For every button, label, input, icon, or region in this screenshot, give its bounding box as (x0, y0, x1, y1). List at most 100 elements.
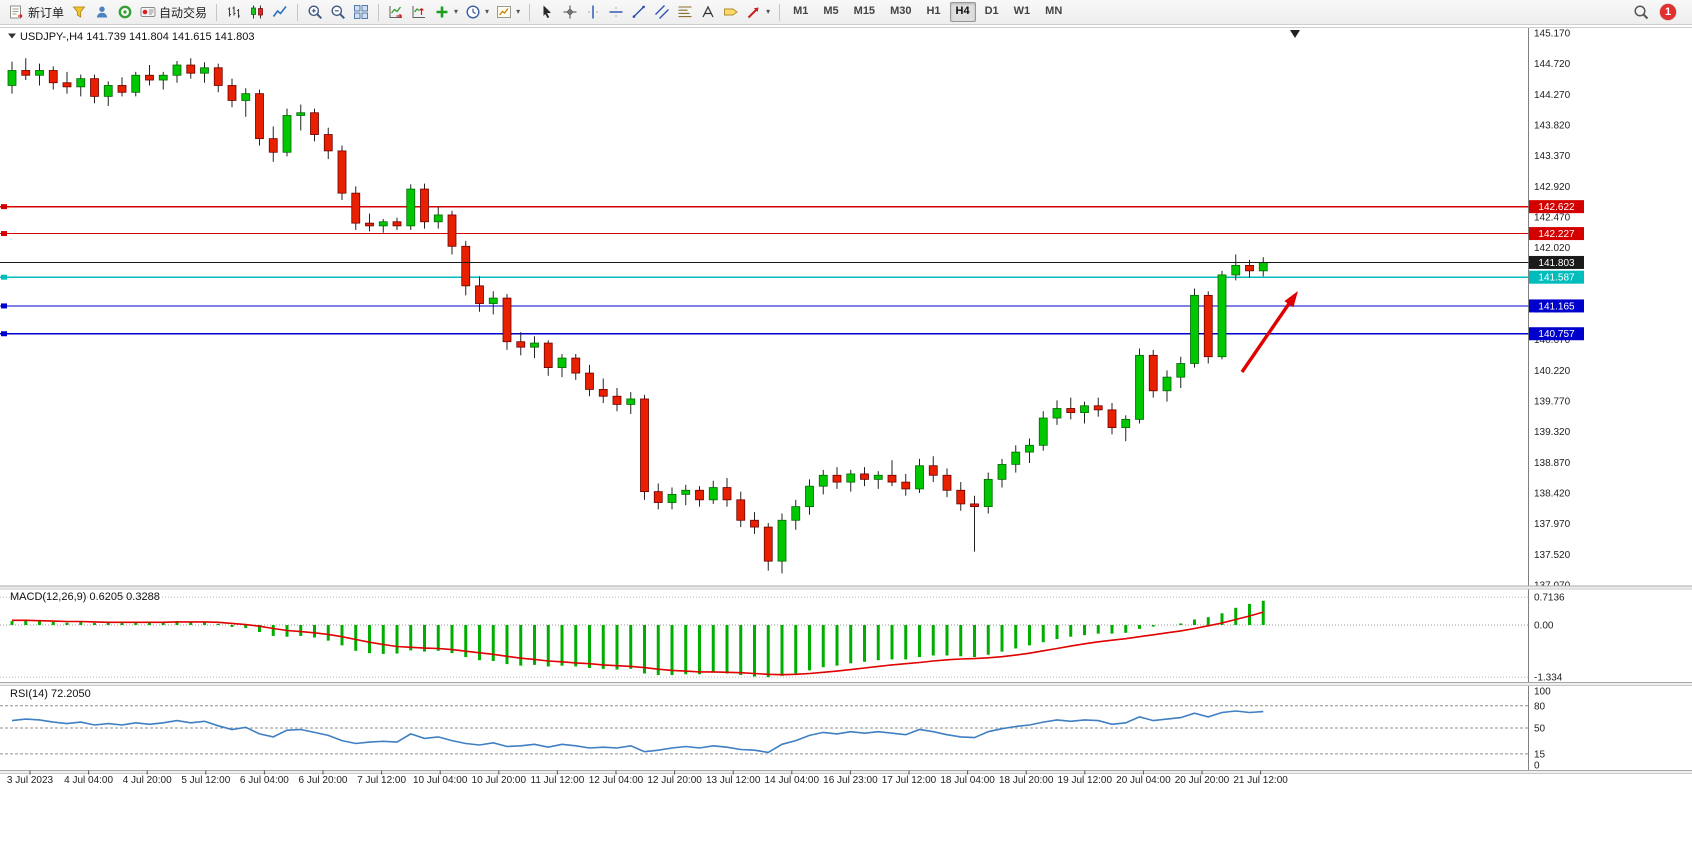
community-button[interactable] (114, 1, 136, 23)
periods-button[interactable]: ▾ (462, 1, 492, 23)
bull-candle (172, 64, 182, 76)
chart-shift-button[interactable] (408, 1, 430, 23)
current-price-tag (1529, 255, 1584, 269)
bull-candle (1080, 405, 1089, 413)
timeframe-h1-button[interactable]: H1 (926, 5, 941, 18)
vertical-line-button[interactable] (582, 1, 604, 23)
timeframe-mn-button[interactable]: MN (1045, 5, 1063, 18)
timeframe-h4-button[interactable]: H4 (949, 2, 976, 22)
horizontal-line-icon (608, 4, 624, 20)
line-chart-button[interactable] (269, 1, 291, 23)
new-order-icon (9, 4, 25, 20)
macd-scale-label: 0.00 (1534, 621, 1554, 632)
bull-candle (708, 487, 718, 501)
bear-candle (365, 222, 374, 227)
cursor-button[interactable] (536, 1, 558, 23)
bear-candle (447, 214, 457, 247)
new-order-button[interactable]: 新订单 (6, 1, 67, 23)
support-price-tag-text: 140.757 (1538, 329, 1575, 340)
label-button[interactable] (720, 1, 742, 23)
macd-scale-label: -1.334 (1534, 673, 1563, 684)
fibonacci-button[interactable] (674, 1, 696, 23)
zoom-out-button[interactable] (327, 1, 349, 23)
bear-candle (186, 64, 196, 74)
timeframe-m30-button[interactable]: M30 (890, 5, 912, 18)
bull-candle (1011, 451, 1021, 465)
timeframe-w1-button[interactable]: W1 (1013, 5, 1031, 18)
chart-shift-marker[interactable] (1290, 30, 1300, 38)
search-button[interactable] (1630, 1, 1652, 23)
level-handle[interactable] (1, 204, 7, 210)
autotrading-button[interactable]: 自动交易 (137, 1, 210, 23)
level-handle[interactable] (1, 331, 7, 337)
indicators-button[interactable]: ▾ (431, 1, 461, 23)
trendline-button[interactable] (628, 1, 650, 23)
rsi-panel-splitter[interactable] (0, 682, 1692, 686)
price-axis-label: 143.370 (1534, 151, 1571, 162)
bear-candle (516, 341, 526, 348)
tile-windows-button[interactable] (350, 1, 372, 23)
toolbar-separator (779, 3, 781, 21)
price-axis-label: 144.270 (1534, 90, 1571, 101)
bear-candle (48, 70, 58, 84)
bull-candle (131, 74, 141, 93)
bull-candle (1135, 354, 1144, 420)
candlestick-series (7, 58, 1268, 574)
time-axis-label: 19 Jul 12:00 (1058, 775, 1113, 786)
bull-candle (76, 78, 86, 88)
timeframe-d1-button[interactable]: D1 (984, 5, 999, 18)
timeframe-m1-button[interactable]: M1 (793, 5, 809, 18)
time-axis-label: 20 Jul 20:00 (1175, 775, 1230, 786)
text-button[interactable] (697, 1, 719, 23)
annotation-arrow-line[interactable] (1240, 302, 1291, 373)
time-axis-splitter[interactable] (0, 770, 1692, 774)
bull-candle (777, 519, 787, 562)
auto-scroll-button[interactable] (385, 1, 407, 23)
annotation-arrow-head[interactable] (1284, 291, 1298, 308)
bull-candle (35, 70, 44, 76)
resistance-price-tag (1529, 200, 1584, 214)
toolbar-separator (216, 3, 218, 21)
bull-candle (488, 297, 498, 304)
bull-candle (282, 115, 292, 153)
channel-button[interactable] (651, 1, 673, 23)
metaeditor-icon (71, 4, 87, 20)
time-axis-label: 14 Jul 04:00 (765, 775, 820, 786)
zoom-in-button[interactable] (304, 1, 326, 23)
timeframe-m15-button[interactable]: M15 (853, 5, 876, 18)
bull-candle (915, 465, 924, 490)
crosshair-button[interactable] (559, 1, 581, 23)
level-handle[interactable] (1, 231, 7, 237)
bear-candle (543, 342, 553, 369)
templates-button[interactable]: ▾ (493, 1, 523, 23)
level-handle[interactable] (1, 274, 7, 280)
candles-button[interactable] (246, 1, 268, 23)
metaeditor-button[interactable] (68, 1, 90, 23)
bars-button[interactable] (223, 1, 245, 23)
bear-candle (392, 221, 402, 227)
bear-candle (1093, 405, 1103, 411)
template-icon (496, 4, 512, 20)
macd-panel-splitter[interactable] (0, 586, 1692, 589)
time-axis-label: 3 Jul 2023 (7, 775, 54, 786)
bear-candle (736, 499, 746, 521)
trendline-icon (631, 4, 647, 20)
bull-candle (873, 474, 883, 480)
bear-candle (942, 474, 952, 491)
horizontal-line-button[interactable] (605, 1, 627, 23)
timeframe-m5-button[interactable]: M5 (823, 5, 839, 18)
profile-button[interactable] (91, 1, 113, 23)
bear-candle (268, 138, 278, 153)
price-axis-label: 140.220 (1534, 366, 1571, 377)
bear-candle (1203, 294, 1213, 358)
notification-badge[interactable]: 1 (1660, 4, 1676, 20)
arrows-button[interactable]: ▾ (743, 1, 773, 23)
bear-candle (1066, 408, 1076, 413)
zoom-in-icon (307, 4, 323, 20)
bull-candle (681, 489, 691, 495)
macd-label: MACD(12,26,9) 0.6205 0.3288 (10, 591, 160, 603)
support-price-tag (1529, 327, 1584, 341)
bear-candle (255, 93, 264, 140)
level-handle[interactable] (1, 303, 7, 309)
